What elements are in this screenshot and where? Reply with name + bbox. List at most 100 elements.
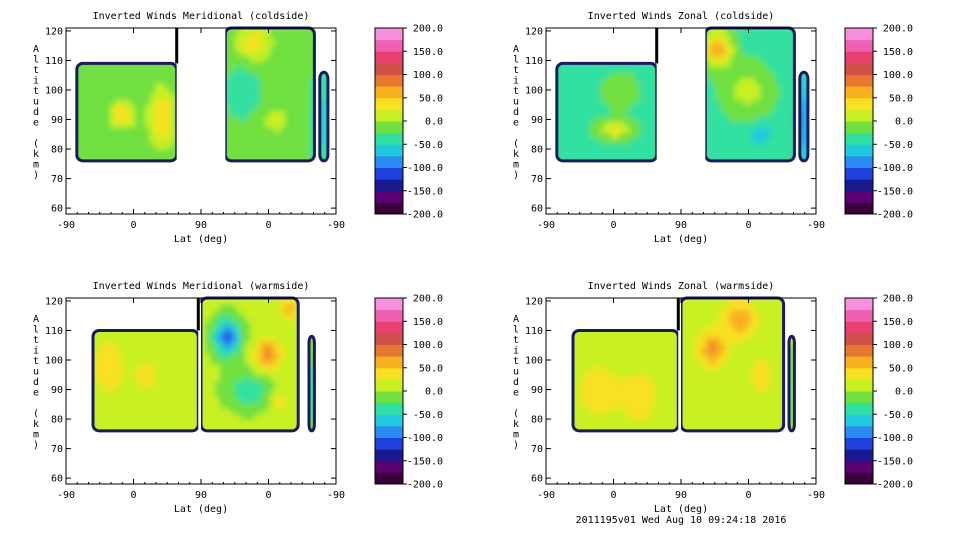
colorbar-swatch bbox=[845, 144, 873, 157]
colorbar-tick-label: 0.0 bbox=[895, 117, 913, 128]
colorbar-tick-label: -100.0 bbox=[877, 163, 913, 174]
x-tick-label: -90 bbox=[537, 490, 555, 501]
colorbar-swatch bbox=[845, 190, 873, 203]
colorbar-swatch bbox=[375, 321, 403, 334]
colorbar-tick-label: -50.0 bbox=[413, 410, 443, 421]
colorbar-swatch bbox=[375, 356, 403, 369]
colorbar-tick-label: 200.0 bbox=[883, 24, 913, 35]
x-tick-label: 0 bbox=[610, 220, 616, 231]
y-tick-label: 100 bbox=[525, 356, 543, 367]
footer-stamp: 2011195v01 Wed Aug 10 09:24:18 2016 bbox=[576, 515, 787, 526]
y-tick-label: 120 bbox=[525, 296, 543, 307]
y-tick-label: 70 bbox=[51, 444, 63, 455]
colorbar-swatch bbox=[375, 28, 403, 41]
data-gap bbox=[678, 298, 681, 484]
colorbar-tick-label: 100.0 bbox=[883, 70, 913, 81]
x-tick-label: -90 bbox=[807, 220, 825, 231]
colorbar-tick-label: 50.0 bbox=[419, 363, 443, 374]
colorbar-tick-label: -200.0 bbox=[407, 210, 443, 221]
field-edge-3 bbox=[318, 70, 330, 163]
colorbar-tick-label: -50.0 bbox=[883, 140, 913, 151]
colorbar-swatch bbox=[845, 332, 873, 345]
colorbar-swatch bbox=[375, 472, 403, 485]
colorbar-swatch bbox=[845, 460, 873, 473]
colorbar-swatch bbox=[845, 356, 873, 369]
colorbar-swatch bbox=[845, 202, 873, 215]
colorbar-swatch bbox=[375, 391, 403, 404]
y-tick-label: 110 bbox=[525, 56, 543, 67]
colorbar-swatch bbox=[375, 51, 403, 64]
y-tick-label: 60 bbox=[51, 204, 63, 215]
x-tick-label: -90 bbox=[57, 220, 75, 231]
colorbar: 200.0 150.0 100.0 50.0 0.0 -50.0 -100.0 -150.0 -… bbox=[844, 24, 913, 221]
colorbar-swatch bbox=[375, 402, 403, 415]
colorbar-tick-label: 0.0 bbox=[425, 117, 443, 128]
colorbar-swatch bbox=[845, 97, 873, 110]
x-tick-label: 0 bbox=[265, 220, 271, 231]
colorbar-swatch bbox=[375, 332, 403, 345]
colorbar-tick-label: 150.0 bbox=[883, 317, 913, 328]
y-tick-label: 120 bbox=[45, 296, 63, 307]
colorbar-swatch bbox=[375, 449, 403, 462]
colorbar-tick-label: -200.0 bbox=[407, 480, 443, 491]
colorbar-swatch bbox=[375, 425, 403, 438]
y-tick-label: 110 bbox=[525, 326, 543, 337]
colorbar-tick-label: -200.0 bbox=[877, 210, 913, 221]
x-tick-label: 0 bbox=[265, 490, 271, 501]
colorbar-swatch bbox=[375, 155, 403, 168]
colorbar-swatch bbox=[375, 74, 403, 87]
colorbar-swatch bbox=[845, 179, 873, 192]
colorbar-swatch bbox=[375, 190, 403, 203]
colorbar-tick-label: -50.0 bbox=[883, 410, 913, 421]
x-tick-label: 0 bbox=[745, 490, 751, 501]
colorbar: 200.0 150.0 100.0 50.0 0.0 -50.0 -100.0 -150.0 -… bbox=[374, 294, 443, 491]
colorbar-swatch bbox=[375, 167, 403, 180]
colorbar-tick-label: 200.0 bbox=[413, 24, 443, 35]
y-tick-label: 90 bbox=[531, 115, 543, 126]
colorbar: 200.0 150.0 100.0 50.0 0.0 -50.0 -100.0 -150.0 -… bbox=[374, 24, 443, 221]
colorbar-swatch bbox=[845, 402, 873, 415]
y-tick-label: 100 bbox=[45, 86, 63, 97]
colorbar-swatch bbox=[375, 414, 403, 427]
x-tick-label: 90 bbox=[675, 490, 687, 501]
colorbar-swatch bbox=[845, 74, 873, 87]
colorbar-swatch bbox=[375, 39, 403, 52]
y-tick-label: 100 bbox=[45, 356, 63, 367]
x-tick-label: -90 bbox=[57, 490, 75, 501]
y-tick-label: 70 bbox=[531, 174, 543, 185]
colorbar-tick-label: 0.0 bbox=[425, 387, 443, 398]
data-gap bbox=[198, 298, 201, 484]
colorbar-tick-label: -100.0 bbox=[407, 433, 443, 444]
data-gap bbox=[176, 28, 226, 214]
colorbar-swatch bbox=[845, 28, 873, 41]
y-tick-label: 120 bbox=[525, 26, 543, 37]
y-tick-label: 90 bbox=[531, 385, 543, 396]
colorbar-swatch bbox=[375, 309, 403, 322]
y-tick-label: 80 bbox=[51, 145, 63, 156]
colorbar-swatch bbox=[375, 437, 403, 450]
y-tick-label: 90 bbox=[51, 115, 63, 126]
panel-2: Inverted Winds Zonal (coldside) -90 0 90 0 -9… bbox=[513, 11, 913, 245]
colorbar-swatch bbox=[845, 414, 873, 427]
colorbar-tick-label: -50.0 bbox=[413, 140, 443, 151]
wind-field bbox=[573, 298, 795, 431]
colorbar-swatch bbox=[845, 344, 873, 357]
chart-title: Inverted Winds Zonal (warmside) bbox=[588, 281, 775, 292]
colorbar-swatch bbox=[845, 449, 873, 462]
colorbar-tick-label: 100.0 bbox=[413, 340, 443, 351]
colorbar-swatch bbox=[375, 202, 403, 215]
x-tick-label: -90 bbox=[327, 490, 345, 501]
y-tick-label: 70 bbox=[51, 174, 63, 185]
colorbar-swatch bbox=[845, 437, 873, 450]
colorbar-swatch bbox=[375, 132, 403, 145]
colorbar-swatch bbox=[375, 460, 403, 473]
colorbar-swatch bbox=[845, 425, 873, 438]
colorbar-swatch bbox=[375, 109, 403, 122]
colorbar-swatch bbox=[375, 344, 403, 357]
x-tick-label: 0 bbox=[745, 220, 751, 231]
colorbar-tick-label: 50.0 bbox=[889, 363, 913, 374]
colorbar-swatch bbox=[375, 86, 403, 99]
y-tick-label: 60 bbox=[531, 474, 543, 485]
